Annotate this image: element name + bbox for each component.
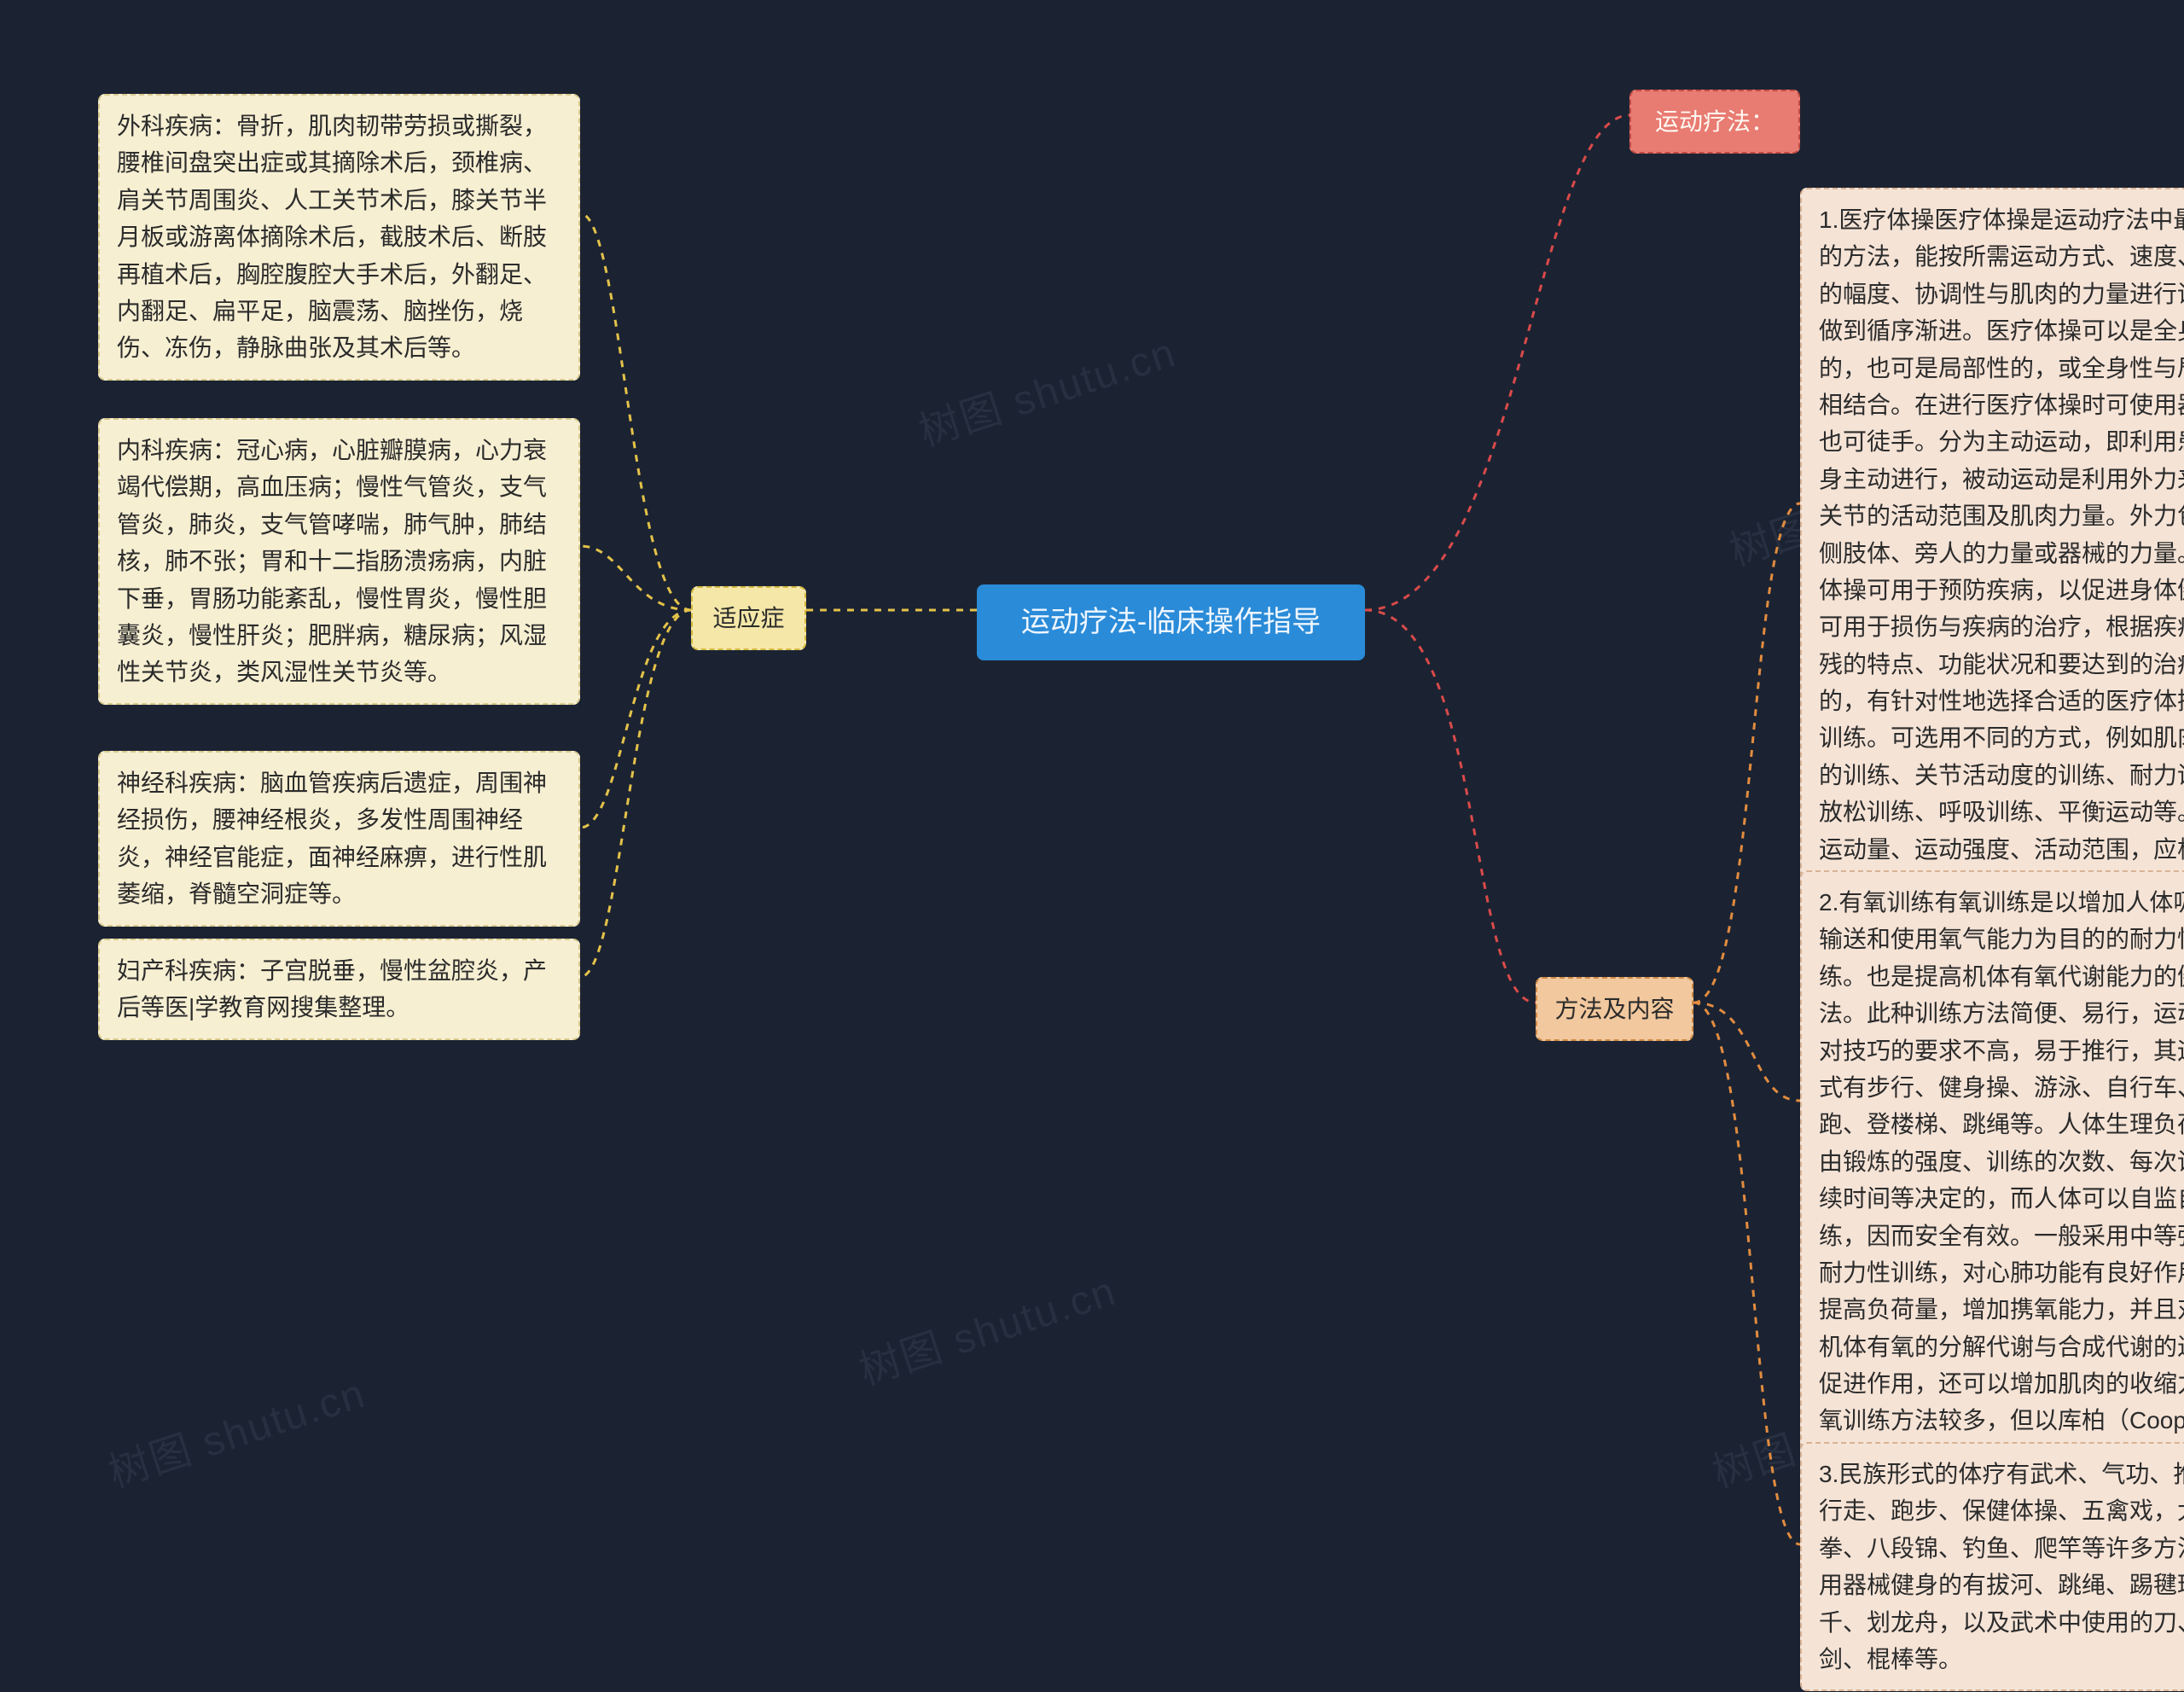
leaf-ethnic-therapy: 3.民族形式的体疗有武术、气功、推拿、行走、跑步、保健体操、五禽戏，太极拳、八段… [1800,1442,2184,1691]
leaf-gynecology: 妇产科疾病：子宫脱垂，慢性盆腔炎，产后等医|学教育网搜集整理。 [98,939,580,1040]
watermark: 树图 shutu.cn [851,1257,1123,1396]
branch-indications: 适应症 [691,586,806,650]
leaf-neurology: 神经科疾病：脑血管疾病后遗症，周围神经损伤，腰神经根炎，多发性周围神经炎，神经官… [98,751,580,927]
watermark: 树图 shutu.cn [910,318,1182,457]
leaf-surgical: 外科疾病：骨折，肌肉韧带劳损或撕裂，腰椎间盘突出症或其摘除术后，颈椎病、肩关节周… [98,94,580,381]
watermark: 树图 shutu.cn [100,1359,372,1498]
leaf-internal-medicine: 内科疾病：冠心病，心脏瓣膜病，心力衰竭代偿期，高血压病；慢性气管炎，支气管炎，肺… [98,418,580,705]
mindmap-canvas: 树图 shutu.cn 树图 shutu.cn 树图 shutu.cn 树图 s… [0,0,2184,1692]
leaf-medical-gymnastics: 1.医疗体操医疗体操是运动疗法中最常用的方法，能按所需运动方式、速度、动作的幅度… [1800,188,2184,956]
leaf-aerobic-training: 2.有氧训练有氧训练是以增加人体吸入、输送和使用氧气能力为目的的耐力性训练。也是… [1800,870,2184,1527]
root-node: 运动疗法-临床操作指导 [977,584,1365,660]
branch-methods: 方法及内容 [1536,977,1693,1041]
branch-exercise-therapy: 运动疗法： [1629,90,1800,154]
